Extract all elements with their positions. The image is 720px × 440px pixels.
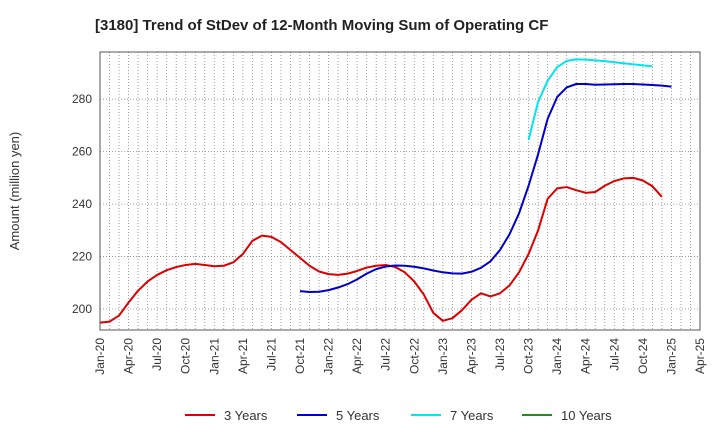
- x-tick-label: Apr-23: [464, 338, 478, 374]
- x-tick-label: Oct-24: [636, 338, 650, 374]
- legend-label: 5 Years: [336, 408, 380, 423]
- x-tick-label: Jul-21: [264, 338, 278, 371]
- x-tick-label: Jul-22: [379, 338, 393, 371]
- x-tick-label: Jan-25: [664, 338, 678, 375]
- x-tick-label: Apr-24: [579, 338, 593, 374]
- legend: 3 Years 5 Years 7 Years 10 Years: [185, 408, 612, 423]
- y-tick-label: 220: [72, 250, 92, 264]
- x-tick-label: Jan-24: [550, 338, 564, 375]
- series-line: [527, 58, 653, 141]
- grid: [100, 52, 700, 330]
- y-ticks: 200 220 240 260 280: [72, 92, 92, 316]
- x-tick-label: Oct-21: [293, 338, 307, 374]
- series-lines: [99, 58, 672, 324]
- legend-label: 10 Years: [561, 408, 612, 423]
- legend-label: 7 Years: [450, 408, 494, 423]
- y-tick-label: 240: [72, 197, 92, 211]
- x-tick-label: Jul-20: [150, 338, 164, 371]
- y-tick-label: 260: [72, 145, 92, 159]
- x-tick-label: Jul-23: [493, 338, 507, 371]
- x-tick-label: Jan-23: [436, 338, 450, 375]
- x-tick-label: Jan-21: [207, 338, 221, 375]
- x-tick-label: Jan-22: [322, 338, 336, 375]
- x-ticks: Jan-20 Apr-20 Jul-20 Oct-20 Jan-21 Apr-21 Jul-…: [93, 338, 707, 375]
- series-line: [99, 176, 663, 324]
- x-tick-label: Oct-20: [179, 338, 193, 374]
- x-tick-label: Oct-22: [407, 338, 421, 374]
- y-tick-label: 200: [72, 302, 92, 316]
- chart-title: [3180] Trend of StDev of 12-Month Moving…: [95, 17, 548, 34]
- series-line: [299, 83, 672, 293]
- x-tick-label: Oct-23: [522, 338, 536, 374]
- x-tick-label: Apr-21: [236, 338, 250, 374]
- x-tick-label: Jan-20: [93, 338, 107, 375]
- x-tick-label: Apr-22: [350, 338, 364, 374]
- y-axis-label: Amount (million yen): [7, 132, 22, 251]
- x-tick-label: Jul-24: [607, 338, 621, 371]
- x-tick-label: Apr-20: [122, 338, 136, 374]
- plot-frame: [99, 51, 701, 331]
- legend-label: 3 Years: [224, 408, 268, 423]
- y-tick-label: 280: [72, 92, 92, 106]
- x-tick-label: Apr-25: [693, 338, 707, 374]
